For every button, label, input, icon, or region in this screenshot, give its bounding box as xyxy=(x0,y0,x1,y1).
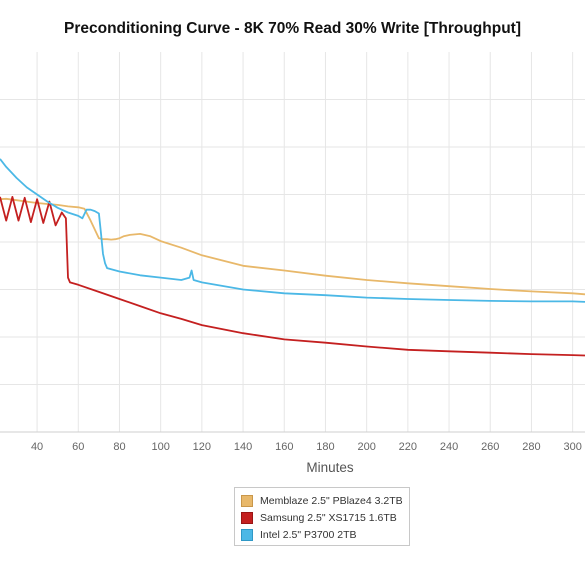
legend-item-memblaze: Memblaze 2.5" PBlaze4 3.2TB xyxy=(241,492,403,509)
x-tick-label: 160 xyxy=(275,441,293,453)
legend-item-intel: Intel 2.5" P3700 2TB xyxy=(241,526,403,543)
x-tick-label: 40 xyxy=(31,441,43,453)
x-tick-label: 240 xyxy=(440,441,458,453)
x-tick-label: 200 xyxy=(357,441,375,453)
series-lines xyxy=(0,158,585,357)
x-tick-label: 280 xyxy=(522,441,540,453)
x-tick-label: 300 xyxy=(563,441,581,453)
x-tick-label: 140 xyxy=(234,441,252,453)
x-axis-label: Minutes xyxy=(306,460,354,475)
x-tick-label: 220 xyxy=(399,441,417,453)
grid xyxy=(0,52,585,433)
legend-label-samsung: Samsung 2.5" XS1715 1.6TB xyxy=(260,511,397,524)
legend-swatch-samsung xyxy=(241,511,253,524)
legend-label-intel: Intel 2.5" P3700 2TB xyxy=(260,528,357,541)
series-line-intel xyxy=(0,158,585,303)
x-tick-label: 100 xyxy=(151,441,169,453)
x-tick-labels: 40 60 80 100 120 140 160 180 200 220 240 260 280 300 xyxy=(31,441,582,453)
legend-item-samsung: Samsung 2.5" XS1715 1.6TB xyxy=(241,509,403,526)
chart-title: Preconditioning Curve - 8K 70% Read 30% … xyxy=(63,20,521,37)
x-tick-label: 80 xyxy=(113,441,125,453)
x-tick-label: 260 xyxy=(481,441,499,453)
legend-swatch-intel xyxy=(241,528,253,541)
x-tick-label: 60 xyxy=(72,441,84,453)
series-line-memblaze xyxy=(0,197,585,296)
legend-label-memblaze: Memblaze 2.5" PBlaze4 3.2TB xyxy=(260,494,403,507)
legend: Memblaze 2.5" PBlaze4 3.2TB Samsung 2.5"… xyxy=(234,487,410,546)
x-tick-label: 180 xyxy=(316,441,334,453)
x-tick-label: 120 xyxy=(193,441,211,453)
legend-swatch-memblaze xyxy=(241,494,253,507)
series-line-samsung xyxy=(0,195,585,357)
